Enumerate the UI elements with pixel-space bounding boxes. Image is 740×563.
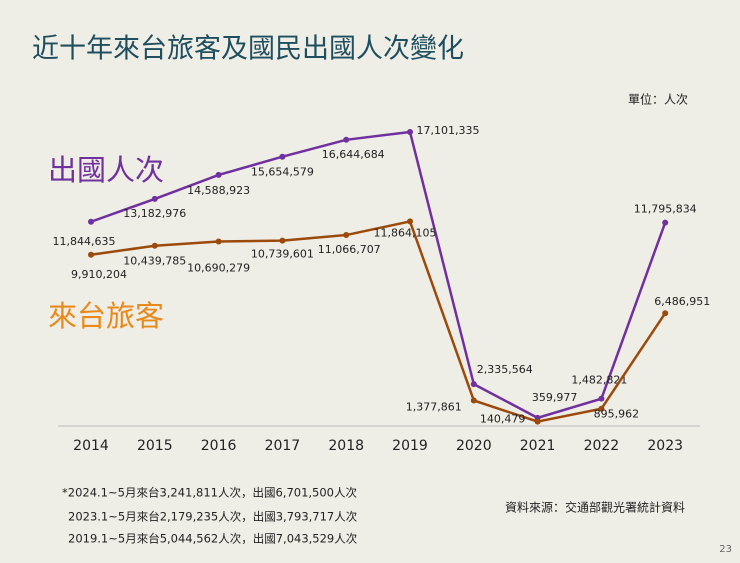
data-label: 1,482,821 — [571, 374, 627, 387]
data-label: 11,066,707 — [318, 243, 381, 256]
data-point — [470, 381, 477, 388]
data-point — [407, 218, 413, 225]
series-line — [90, 130, 667, 420]
unit-label: 單位：人次 — [628, 92, 688, 107]
data-label: 11,844,635 — [53, 235, 116, 248]
data-point — [88, 218, 94, 225]
data-label: 9,910,204 — [71, 268, 127, 281]
data-label: 10,439,785 — [123, 255, 186, 268]
page-number: 23 — [719, 544, 732, 555]
data-point — [662, 310, 669, 317]
data-label: 140,479 — [480, 413, 526, 426]
data-label: 895,962 — [594, 408, 640, 421]
data-label: 10,739,601 — [251, 248, 314, 261]
data-point — [598, 405, 605, 412]
data-point — [598, 395, 605, 402]
data-label: 15,654,579 — [251, 166, 314, 179]
data-point — [151, 195, 158, 202]
data-label: 2,335,564 — [477, 363, 533, 376]
data-point — [343, 136, 350, 143]
x-tick-label: 2022 — [584, 438, 620, 454]
data-point — [215, 171, 222, 178]
data-label: 10,690,279 — [187, 261, 250, 274]
data-label: 17,101,335 — [417, 124, 480, 137]
data-label: 13,182,976 — [123, 207, 186, 220]
x-tick-label: 2020 — [456, 438, 492, 454]
source: 資料來源：交通部觀光署統計資料 — [505, 500, 685, 515]
data-label: 1,377,861 — [406, 400, 462, 413]
data-label: 16,644,684 — [322, 148, 385, 161]
series-line — [90, 219, 667, 423]
data-point — [343, 232, 350, 239]
x-tick-label: 2017 — [265, 438, 301, 454]
data-point — [279, 237, 286, 244]
x-tick-label: 2021 — [520, 438, 556, 454]
x-tick-label: 2015 — [137, 438, 173, 454]
data-label: 11,864,105 — [374, 226, 437, 239]
x-tick-label: 2014 — [73, 438, 109, 454]
x-tick-label: 2023 — [647, 438, 683, 454]
note: 2023.1~5月來台2,179,235人次，出國3,793,717人次 — [68, 510, 358, 524]
data-point — [151, 242, 158, 249]
data-label: 14,588,923 — [187, 184, 250, 197]
data-point — [88, 251, 94, 258]
note: 2019.1~5月來台5,044,562人次，出國7,043,529人次 — [68, 532, 358, 546]
data-point — [662, 219, 669, 226]
data-label: 6,486,951 — [654, 295, 710, 308]
x-tick-label: 2016 — [201, 438, 237, 454]
x-tick-label: 2018 — [328, 438, 364, 454]
legend-label: 來台旅客 — [48, 299, 164, 333]
data-point — [534, 418, 541, 425]
note: *2024.1~5月來台3,241,811人次，出國6,701,500人次 — [62, 486, 357, 500]
chart-title: 近十年來台旅客及國民出國人次變化 — [32, 34, 464, 65]
data-label: 359,977 — [532, 391, 578, 404]
data-point — [407, 129, 413, 135]
data-point — [279, 153, 286, 160]
x-tick-label: 2019 — [392, 438, 428, 454]
legend-label: 出國人次 — [48, 153, 164, 187]
data-point — [470, 397, 477, 404]
data-point — [215, 238, 222, 245]
data-label: 11,795,834 — [634, 203, 697, 216]
